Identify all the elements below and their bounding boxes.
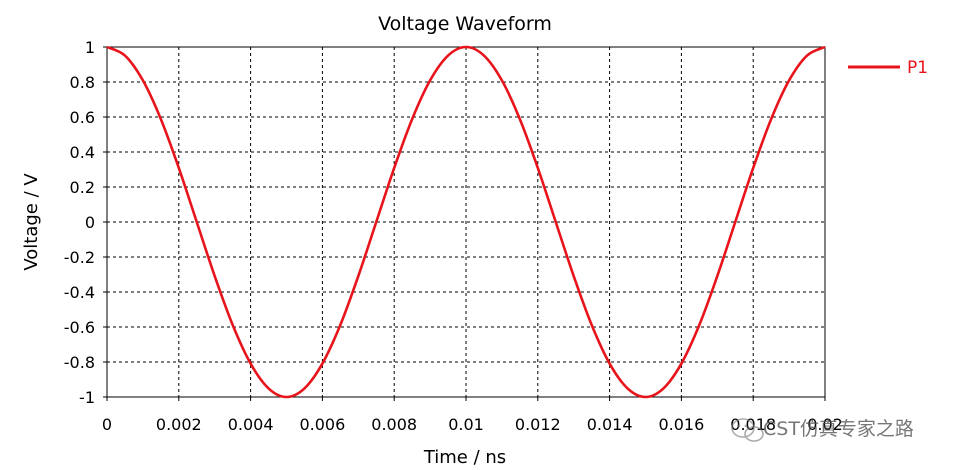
x-tick-label: 0.008 [371,415,417,434]
y-tick-label: -0.6 [64,318,95,337]
grid-lines [107,47,825,397]
y-tick-label: 0.4 [70,143,95,162]
watermark-text: CST仿真专家之路 [763,418,914,440]
x-axis-label: Time / ns [423,447,506,468]
wechat-icon [731,418,764,442]
y-tick-label: -0.2 [64,248,95,267]
x-tick-label: 0.016 [658,415,704,434]
y-tick-label: 0.2 [70,178,95,197]
y-axis-label: Voltage / V [21,173,42,271]
y-tick-label: 0.6 [70,108,95,127]
y-tick-label: -0.8 [64,353,95,372]
x-tick-label: 0.02 [807,415,843,434]
series-line-p1 [106,45,826,399]
x-tick-label: 0.004 [228,415,274,434]
watermark: CST仿真专家之路 [731,418,914,442]
y-tick-label: -1 [79,388,95,407]
x-tick-label: 0.01 [448,415,484,434]
x-tick-label: 0.002 [156,415,202,434]
x-tick-label: 0 [102,415,112,434]
chart-title: Voltage Waveform [378,13,552,35]
series-layer [106,45,826,399]
legend: P1 [848,58,928,78]
x-tick-label: 0.006 [299,415,345,434]
y-tick-label: -0.4 [64,283,95,302]
y-tick-label: 1 [85,38,95,57]
legend-label-p1: P1 [907,58,928,78]
x-tick-label: 0.014 [587,415,633,434]
y-axis-ticks: 1 0.8 0.6 0.4 0.2 0 -0.2 -0.4 -0.6 -0.8 -1 [64,38,107,407]
x-axis-ticks: 0 0.002 0.004 0.006 0.008 0.01 0.012 0.014 0.016… [102,397,843,434]
y-tick-label: 0 [85,213,95,232]
y-tick-label: 0.8 [70,73,95,92]
x-tick-label: 0.012 [515,415,561,434]
